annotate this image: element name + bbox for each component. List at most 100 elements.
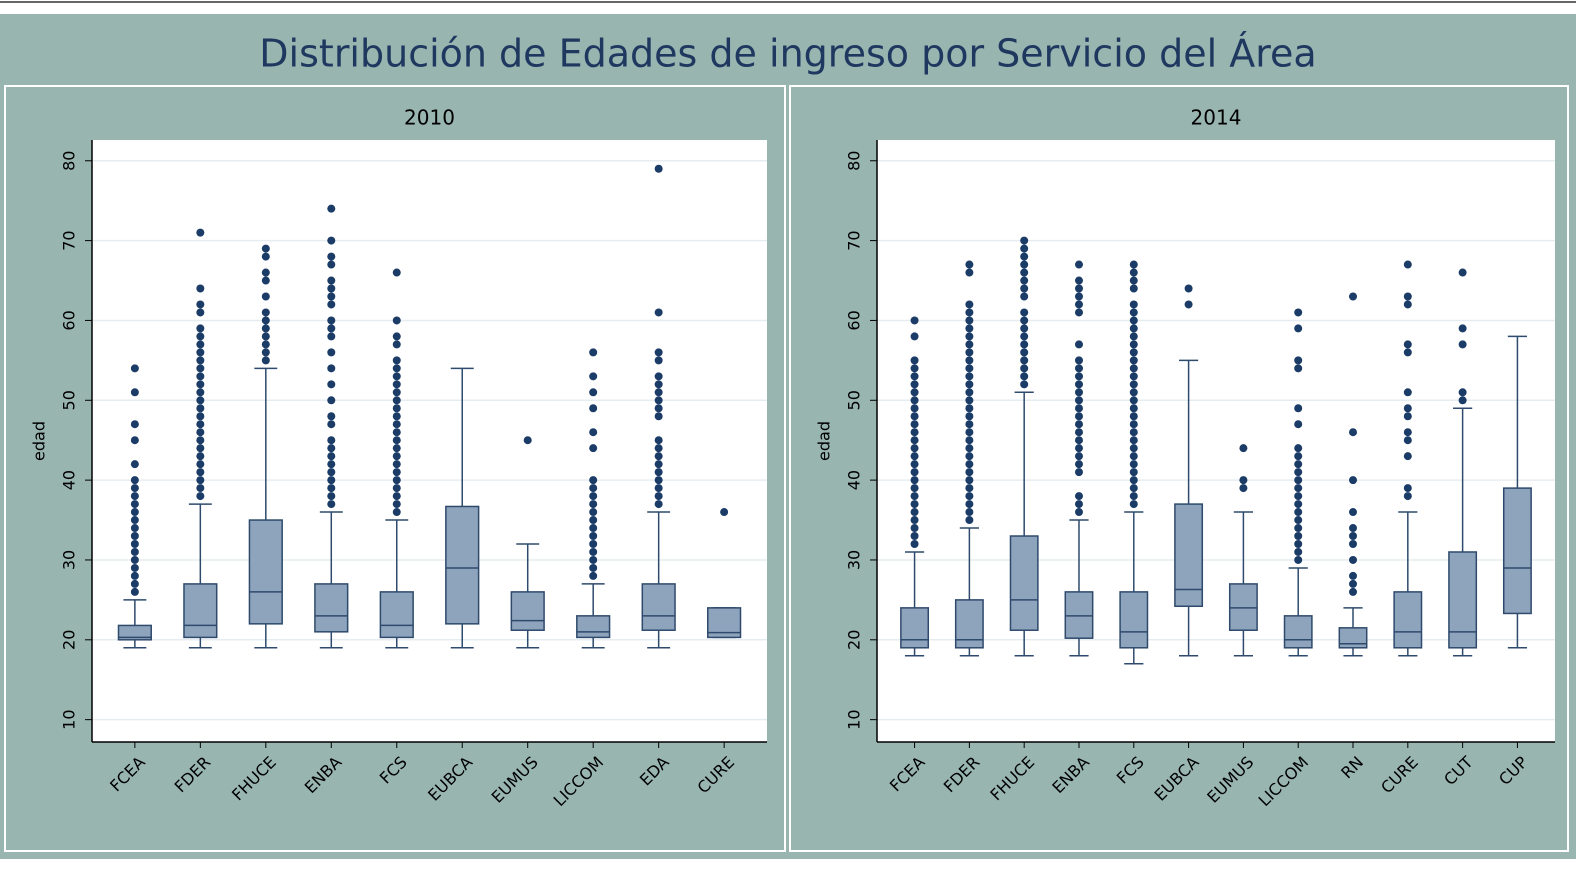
outlier: [910, 468, 919, 477]
outlier: [392, 436, 401, 445]
outlier: [965, 444, 974, 453]
outlier: [196, 228, 205, 237]
outlier: [196, 324, 205, 333]
outlier: [654, 468, 663, 477]
outlier: [196, 300, 205, 309]
outlier: [1349, 579, 1358, 588]
outlier: [1129, 284, 1138, 293]
outlier: [392, 372, 401, 381]
outlier: [1349, 508, 1358, 517]
outlier: [1129, 372, 1138, 381]
outlier: [654, 436, 663, 445]
outlier: [1458, 388, 1467, 397]
box: [1174, 503, 1204, 608]
outlier: [1129, 484, 1138, 493]
box: [183, 583, 218, 639]
panel-title: 2014: [1191, 106, 1242, 130]
outlier: [1403, 412, 1412, 421]
outlier: [1294, 500, 1303, 509]
outlier: [1294, 460, 1303, 469]
box: [510, 591, 545, 631]
panel-border: [789, 85, 1569, 852]
outlier: [965, 316, 974, 325]
outlier: [1074, 284, 1083, 293]
box: [1393, 591, 1423, 649]
outlier: [965, 476, 974, 485]
outlier: [1239, 444, 1248, 453]
outlier: [965, 508, 974, 517]
outlier: [130, 420, 139, 429]
outlier: [1020, 308, 1029, 317]
panel-border: [4, 85, 786, 852]
outlier: [1074, 276, 1083, 285]
outlier: [1458, 324, 1467, 333]
outlier: [130, 436, 139, 445]
outlier: [1074, 444, 1083, 453]
outlier: [327, 284, 336, 293]
y-tick-label: 10: [845, 709, 864, 729]
outlier: [196, 284, 205, 293]
outlier: [196, 340, 205, 349]
outlier: [196, 404, 205, 413]
outlier: [392, 404, 401, 413]
y-tick-label: 20: [845, 630, 864, 650]
outlier: [1129, 428, 1138, 437]
outlier: [1403, 404, 1412, 413]
outlier: [327, 436, 336, 445]
outlier: [910, 420, 919, 429]
outlier: [910, 428, 919, 437]
outlier: [1403, 388, 1412, 397]
outlier: [261, 340, 270, 349]
box: [379, 591, 414, 639]
outlier: [392, 444, 401, 453]
y-axis-label: edad: [815, 421, 834, 461]
outlier: [965, 492, 974, 501]
outlier: [1129, 500, 1138, 509]
outlier: [196, 396, 205, 405]
outlier: [196, 452, 205, 461]
outlier: [965, 340, 974, 349]
outlier: [327, 444, 336, 453]
outlier: [589, 524, 598, 533]
outlier: [1294, 508, 1303, 517]
y-tick-label: 60: [845, 310, 864, 330]
outlier: [1403, 300, 1412, 309]
outlier: [1129, 364, 1138, 373]
outlier: [654, 404, 663, 413]
outlier: [392, 388, 401, 397]
outlier: [1074, 308, 1083, 317]
box: [1064, 591, 1094, 639]
outlier: [1129, 356, 1138, 365]
outlier: [1074, 508, 1083, 517]
outlier: [910, 404, 919, 413]
outlier: [910, 508, 919, 517]
outlier: [1074, 364, 1083, 373]
outlier: [1294, 420, 1303, 429]
outlier: [392, 492, 401, 501]
outlier: [327, 252, 336, 261]
outlier: [1294, 532, 1303, 541]
outlier: [130, 388, 139, 397]
outlier: [965, 428, 974, 437]
outlier: [196, 388, 205, 397]
outlier: [327, 236, 336, 245]
outlier: [965, 500, 974, 509]
outlier: [327, 476, 336, 485]
outlier: [589, 555, 598, 564]
outlier: [1074, 388, 1083, 397]
outlier: [130, 571, 139, 580]
outlier: [196, 428, 205, 437]
outlier: [1239, 484, 1248, 493]
outlier: [654, 484, 663, 493]
outlier: [965, 420, 974, 429]
outlier: [392, 468, 401, 477]
outlier: [910, 316, 919, 325]
outlier: [965, 364, 974, 373]
outlier: [1129, 420, 1138, 429]
outlier: [1020, 380, 1029, 389]
outlier: [1403, 484, 1412, 493]
outlier: [327, 492, 336, 501]
outlier: [910, 412, 919, 421]
box: [1338, 627, 1368, 649]
outlier: [589, 388, 598, 397]
